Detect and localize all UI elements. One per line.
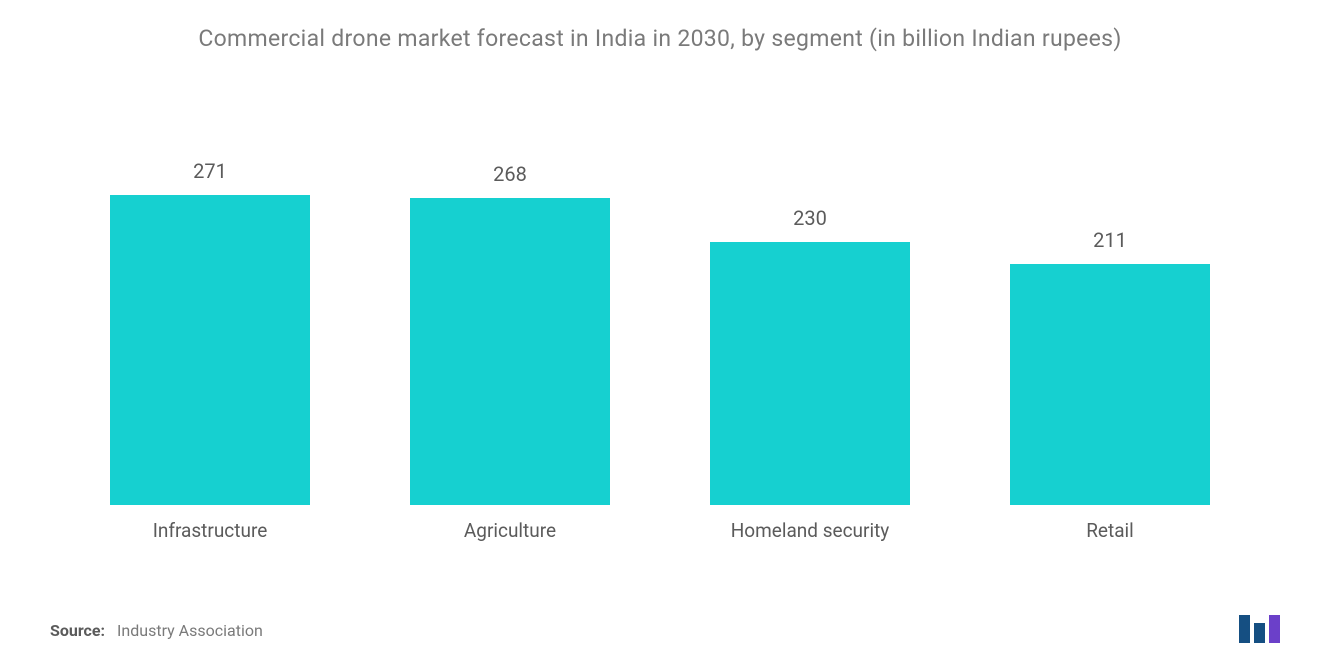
bar-category-label: Homeland security [731,519,890,542]
logo-bar [1239,615,1250,643]
source-value: Industry Association [117,621,263,640]
bar-value-label: 230 [793,206,827,230]
bar [710,242,910,505]
source-label: Source: [50,621,105,640]
brand-logo [1239,615,1280,643]
chart-title: Commercial drone market forecast in Indi… [40,25,1280,52]
bar-value-label: 271 [193,159,227,183]
bar-value-label: 211 [1093,228,1127,252]
bar-category-label: Retail [1086,519,1134,542]
bar [110,195,310,505]
bar-category-label: Agriculture [464,519,556,542]
bar-category-label: Infrastructure [153,519,268,542]
source-footer: Source: Industry Association [50,621,263,640]
bar [410,198,610,505]
bar-value-label: 268 [493,162,527,186]
logo-bar [1254,623,1265,643]
logo-bar [1269,615,1280,643]
bar-group: 268 Agriculture [378,162,642,542]
chart-area: 271 Infrastructure 268 Agriculture 230 Homela… [40,92,1280,542]
bar-group: 211 Retail [978,228,1242,542]
bar-group: 271 Infrastructure [78,159,342,542]
bar-group: 230 Homeland security [678,206,942,542]
bar [1010,264,1210,505]
